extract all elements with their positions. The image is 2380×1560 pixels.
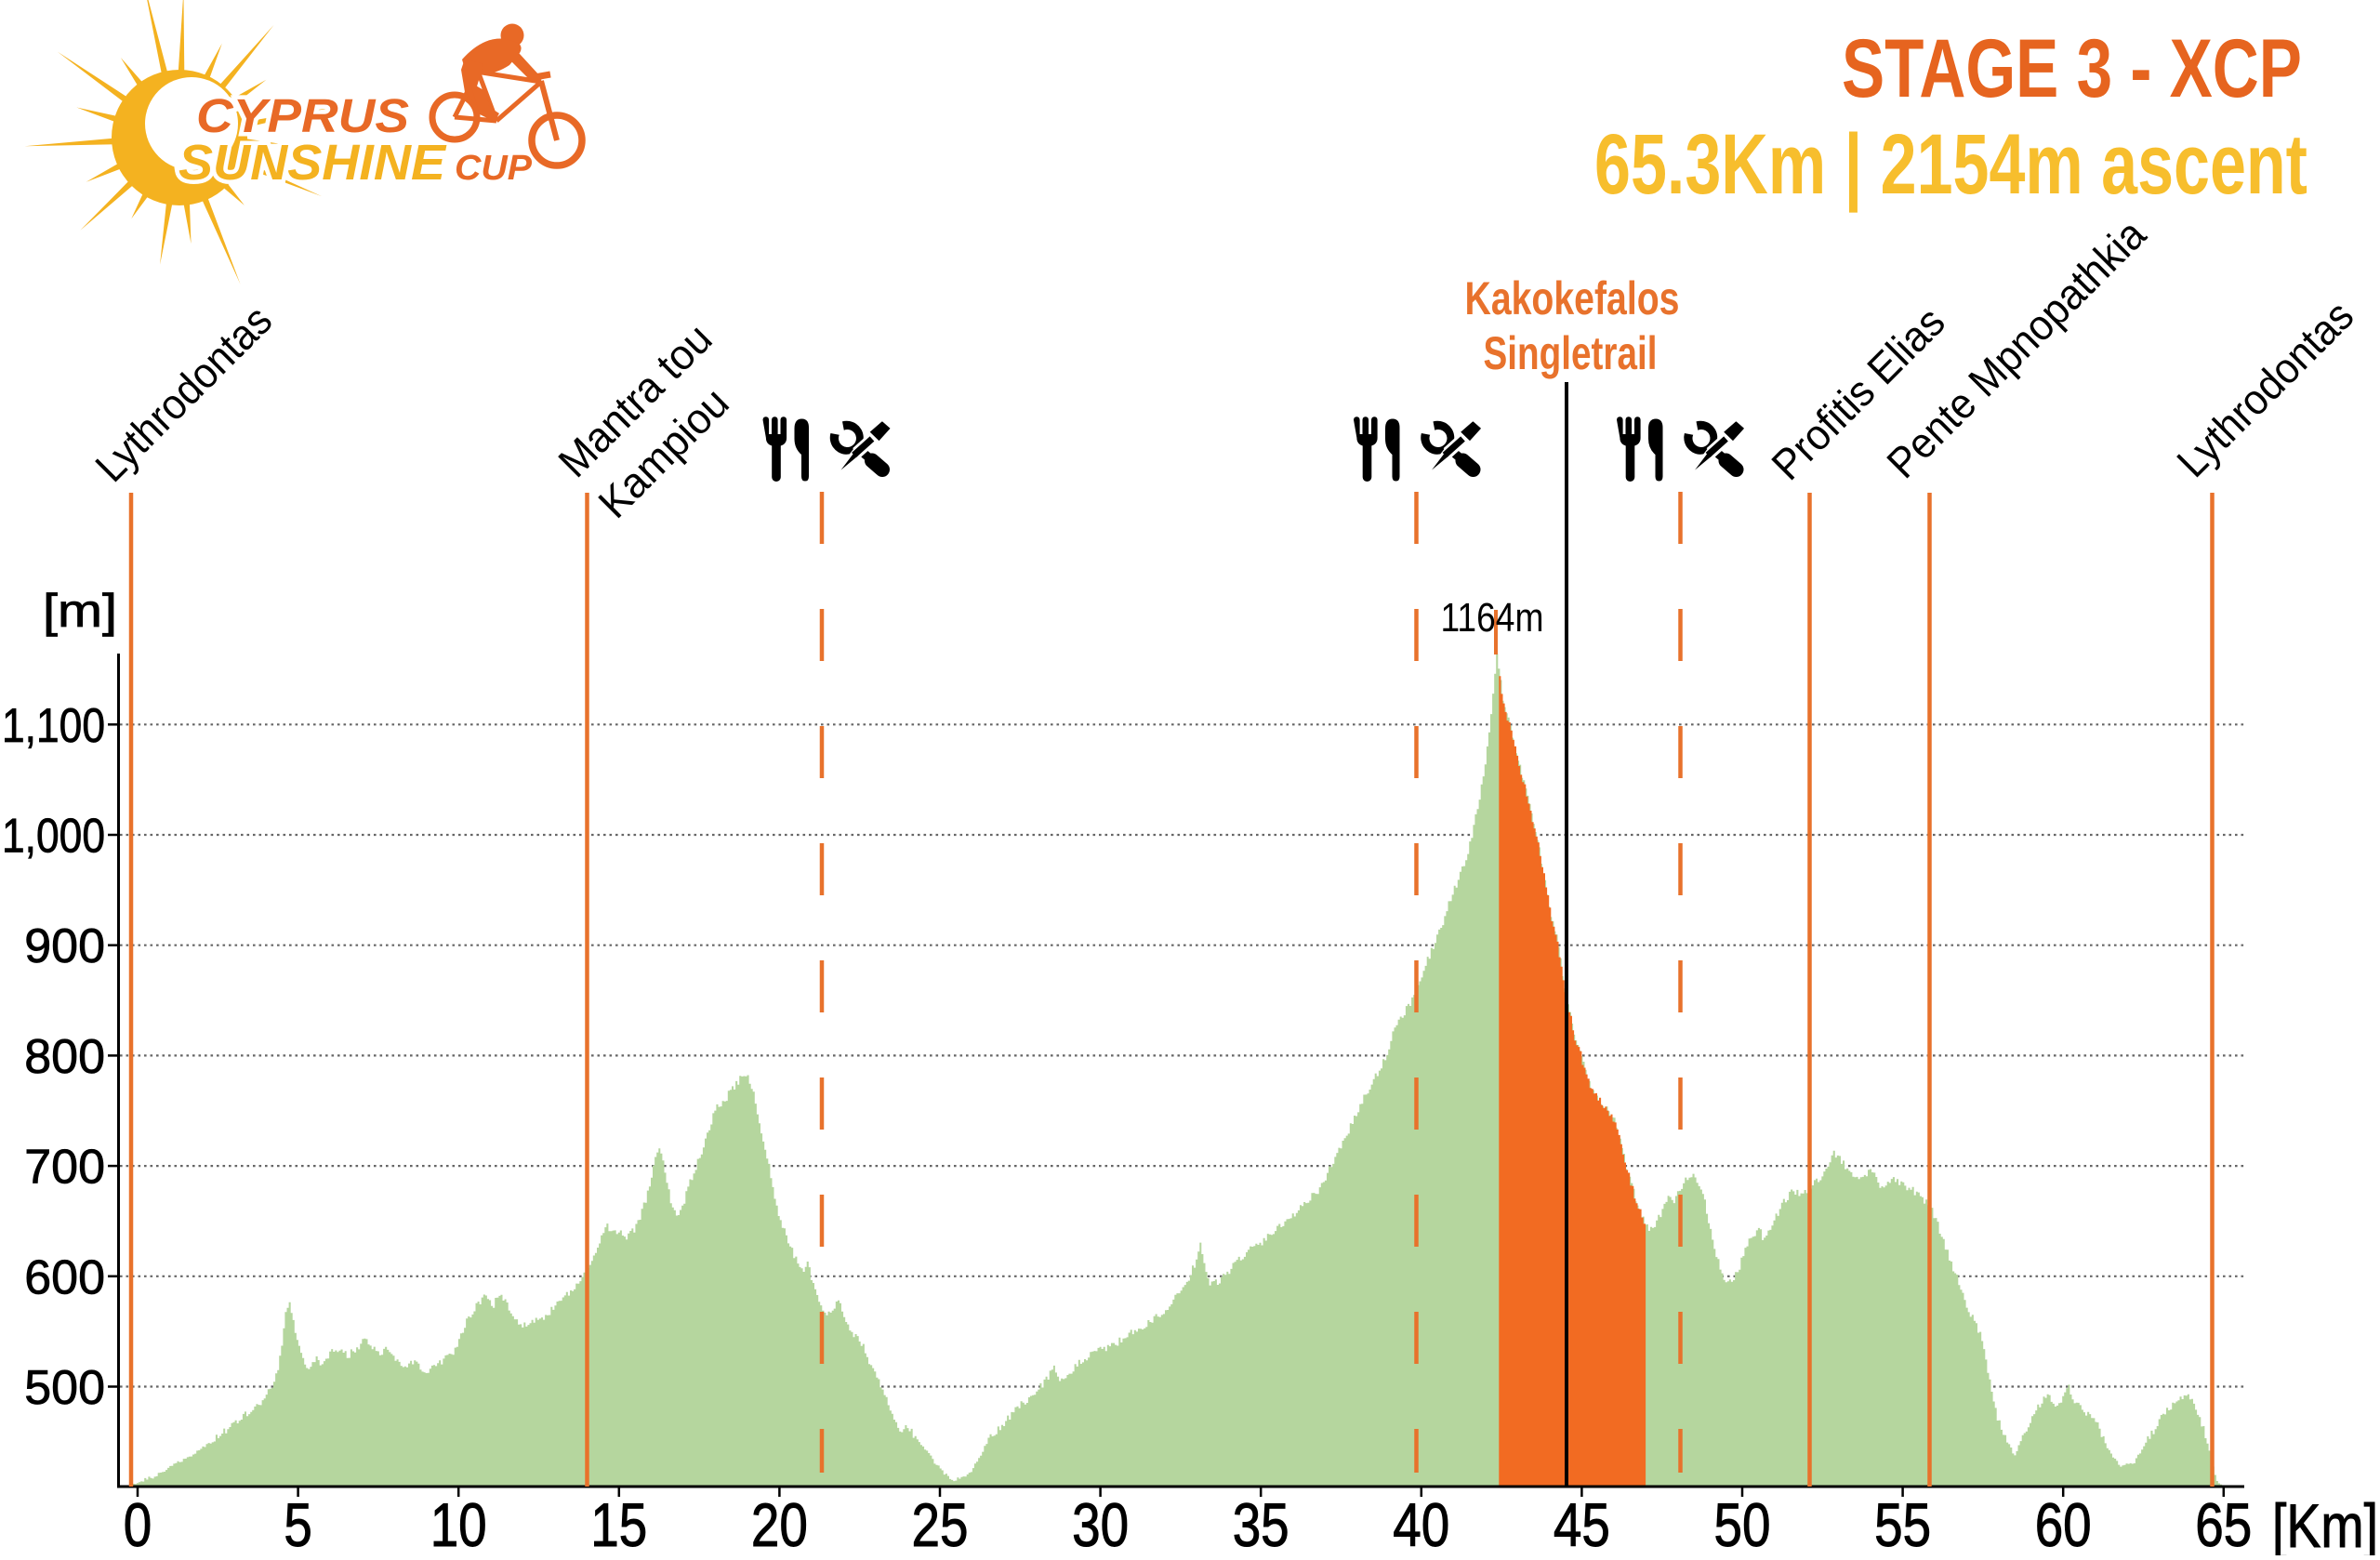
svg-text:1,000: 1,000: [2, 810, 105, 864]
svg-text:65: 65: [2195, 1490, 2252, 1555]
svg-text:800: 800: [24, 1030, 105, 1084]
svg-text:SUNSHINE: SUNSHINE: [178, 135, 447, 191]
svg-text:15: 15: [590, 1490, 647, 1555]
svg-text:900: 900: [24, 919, 105, 973]
svg-text:Singletrail: Singletrail: [1484, 327, 1658, 379]
svg-text:30: 30: [1072, 1490, 1129, 1555]
svg-text:35: 35: [1233, 1490, 1289, 1555]
svg-text:50: 50: [1714, 1490, 1771, 1555]
svg-text:500: 500: [24, 1361, 105, 1415]
svg-text:40: 40: [1393, 1490, 1449, 1555]
svg-text:25: 25: [912, 1490, 969, 1555]
svg-text:60: 60: [2035, 1490, 2092, 1555]
svg-text:0: 0: [124, 1490, 152, 1555]
svg-text:65.3Km | 2154m ascent: 65.3Km | 2154m ascent: [1594, 117, 2307, 213]
svg-text:[Km]: [Km]: [2272, 1491, 2378, 1555]
svg-text:10: 10: [430, 1490, 487, 1555]
svg-text:Kakokefalos: Kakokefalos: [1465, 272, 1680, 324]
svg-text:20: 20: [751, 1490, 808, 1555]
svg-text:45: 45: [1554, 1490, 1610, 1555]
svg-text:STAGE 3 - XCP: STAGE 3 - XCP: [1842, 21, 2302, 114]
svg-text:5: 5: [284, 1490, 312, 1555]
svg-text:CYPRUS: CYPRUS: [196, 89, 409, 142]
svg-text:700: 700: [24, 1141, 105, 1195]
svg-text:1164m: 1164m: [1441, 595, 1544, 641]
svg-text:55: 55: [1874, 1490, 1931, 1555]
svg-text:CUP: CUP: [455, 149, 533, 188]
svg-text:1,100: 1,100: [2, 699, 105, 753]
svg-text:600: 600: [24, 1250, 105, 1304]
svg-text:[m]: [m]: [43, 585, 117, 637]
